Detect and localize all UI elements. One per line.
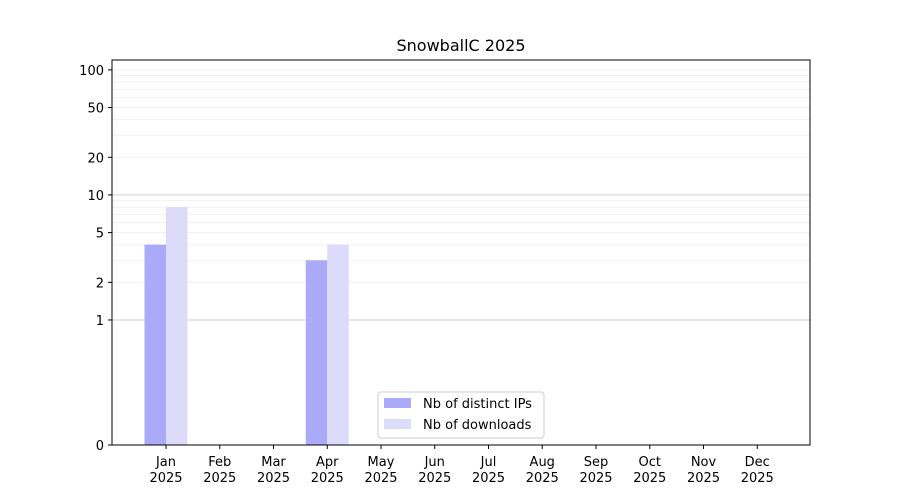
x-tick-label-line: 2025 bbox=[203, 471, 236, 486]
x-tick-label-line: Oct bbox=[639, 455, 661, 470]
x-tick-label-line: 2025 bbox=[472, 471, 505, 486]
x-tick-label: Nov 2025 bbox=[687, 455, 720, 486]
x-tick-label-line: Aug bbox=[530, 455, 555, 470]
legend-label: Nb of downloads bbox=[423, 418, 532, 433]
x-tick-label-line: 2025 bbox=[579, 471, 612, 486]
y-tick-label: 100 bbox=[79, 64, 104, 79]
x-tick-label-line: Dec bbox=[745, 455, 770, 470]
x-tick-label-line: 2025 bbox=[741, 471, 774, 486]
y-tick-label: 0 bbox=[96, 439, 104, 454]
y-tick-label: 10 bbox=[87, 189, 104, 204]
bar-downloads bbox=[166, 207, 188, 445]
x-tick-label-line: Jun bbox=[424, 455, 445, 470]
legend-label: Nb of distinct IPs bbox=[423, 397, 532, 412]
legend: Nb of distinct IPs Nb of downloads bbox=[377, 391, 545, 439]
x-tick-label-line: 2025 bbox=[257, 471, 290, 486]
x-tick-label: Feb 2025 bbox=[203, 455, 236, 486]
x-tick-label: Apr 2025 bbox=[311, 455, 344, 486]
y-tick-label: 50 bbox=[87, 102, 104, 117]
x-tick-label: Aug 2025 bbox=[526, 455, 559, 486]
x-tick-label-line: Apr bbox=[316, 455, 339, 470]
x-tick-label-line: Nov bbox=[691, 455, 717, 470]
plot-area-frame bbox=[111, 59, 811, 446]
x-tick-label-line: Sep bbox=[584, 455, 609, 470]
y-tick-label: 2 bbox=[96, 276, 104, 291]
chart-title: SnowballC 2025 bbox=[397, 36, 526, 55]
bars bbox=[144, 207, 349, 445]
legend-swatch bbox=[384, 398, 411, 408]
x-tick-label-line: Jan bbox=[155, 455, 176, 470]
grid-lines bbox=[112, 69, 810, 321]
bar-distinct-ips bbox=[144, 244, 166, 445]
x-tick-label: Jul 2025 bbox=[472, 455, 505, 486]
x-tick-label-line: 2025 bbox=[364, 471, 397, 486]
x-tick-label-line: 2025 bbox=[633, 471, 666, 486]
bar-downloads bbox=[327, 244, 349, 445]
x-tick-label: Jun 2025 bbox=[418, 455, 451, 486]
x-tick-label-line: 2025 bbox=[311, 471, 344, 486]
x-tick-label-line: 2025 bbox=[687, 471, 720, 486]
x-tick-label-line: Jul bbox=[480, 455, 497, 470]
x-tick-label: Oct 2025 bbox=[633, 455, 666, 486]
x-tick-label-line: 2025 bbox=[149, 471, 182, 486]
bar-distinct-ips bbox=[305, 260, 328, 445]
legend-box bbox=[377, 391, 545, 439]
x-tick-label: Sep 2025 bbox=[579, 455, 612, 486]
x-tick-label-line: May bbox=[368, 455, 395, 470]
y-axis-ticks: 0 1 2 5 10 20 50 100 bbox=[79, 64, 112, 454]
y-tick-label: 1 bbox=[96, 314, 104, 329]
x-tick-label: May 2025 bbox=[364, 455, 397, 486]
legend-swatch bbox=[384, 419, 411, 429]
y-tick-label: 20 bbox=[87, 151, 104, 166]
x-tick-label: Jan 2025 bbox=[149, 455, 182, 486]
x-tick-label: Mar 2025 bbox=[257, 455, 290, 486]
x-tick-label-line: 2025 bbox=[418, 471, 451, 486]
y-tick-label: 5 bbox=[96, 227, 104, 242]
x-tick-label-line: 2025 bbox=[526, 471, 559, 486]
x-tick-label-line: Mar bbox=[261, 455, 286, 470]
x-tick-label-line: Feb bbox=[208, 455, 231, 470]
x-tick-label: Dec 2025 bbox=[741, 455, 774, 486]
